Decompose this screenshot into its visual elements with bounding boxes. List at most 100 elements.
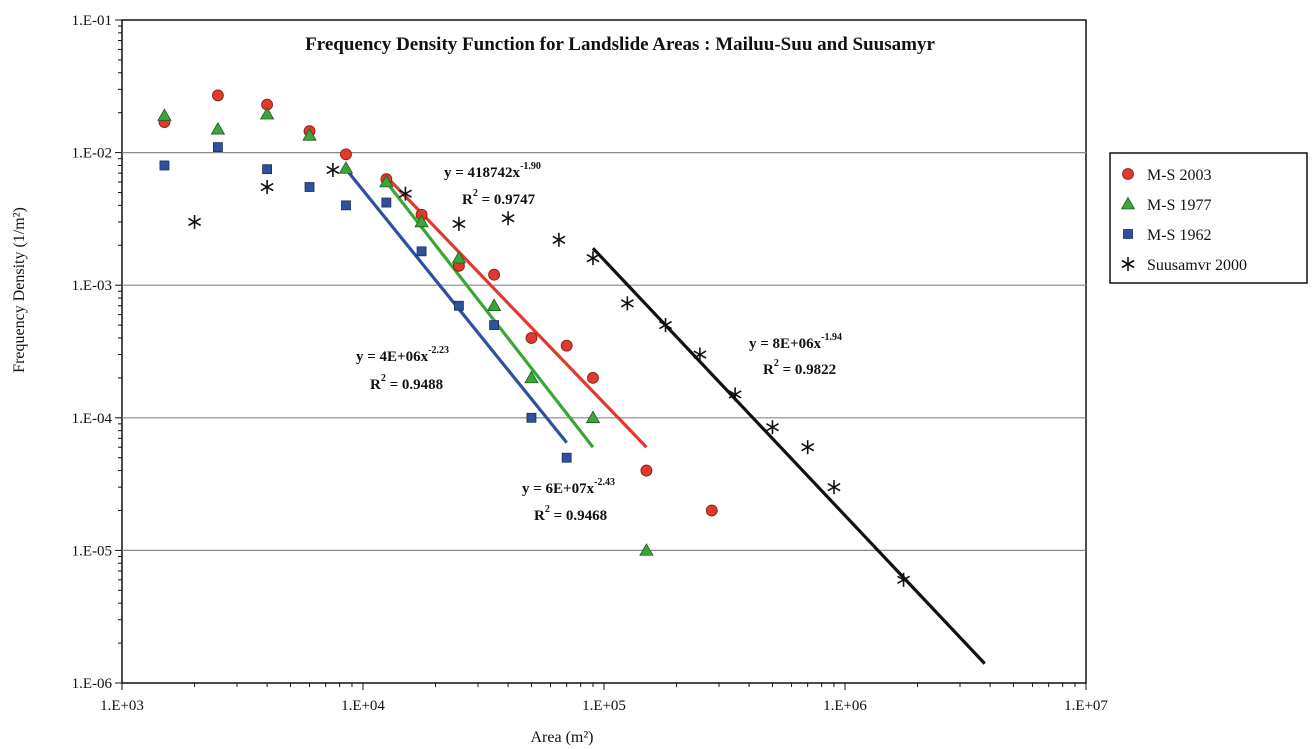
- data-point-s2-7: [454, 300, 464, 311]
- x-tick-labels: 1.E+03 1.E+04 1.E+05 1.E+06 1.E+07: [100, 698, 1108, 714]
- data-point-s3-3: [398, 186, 412, 201]
- y-tick-label: 1.E-01: [72, 13, 112, 29]
- equation-exponent: -1.94: [821, 332, 842, 343]
- trendline-3: [591, 247, 986, 665]
- data-point-s2-6: [416, 246, 427, 257]
- axis-ticks: [115, 19, 1087, 690]
- svg-text:R2 = 0.9747: R2 = 0.9747: [462, 188, 536, 208]
- chart-title: Frequency Density Function for Landslide…: [305, 34, 935, 55]
- equation-annotation-1977: y = 6E+07x-2.43 R2 = 0.9468: [522, 477, 615, 524]
- y-axis-title: Frequency Density (1/m²): [11, 207, 28, 373]
- r2-value: = 0.9822: [779, 362, 836, 378]
- data-point-s3-0: [188, 214, 202, 229]
- equation-exponent: -2.23: [428, 345, 449, 356]
- data-point-s1-3: [302, 128, 317, 141]
- data-point-s3-11: [728, 387, 742, 402]
- r2-label: R: [462, 192, 473, 208]
- r2-value: = 0.9747: [478, 192, 536, 208]
- data-point-s1-5: [379, 174, 394, 188]
- legend-marker-0: [1122, 168, 1134, 180]
- equation-text: y = 418742x: [444, 165, 521, 181]
- data-point-s2-10: [561, 452, 572, 463]
- y-tick-label: 1.E-02: [72, 146, 112, 162]
- data-point-s2-2: [262, 164, 272, 175]
- svg-text:R2 = 0.9468: R2 = 0.9468: [534, 504, 607, 524]
- data-point-s3-15: [897, 572, 911, 587]
- r2-label: R: [534, 508, 545, 524]
- data-point-s1-8: [486, 298, 502, 312]
- data-point-s1-1: [210, 121, 226, 135]
- data-point-s3-7: [586, 251, 600, 266]
- x-tick-label: 1.E+06: [823, 698, 867, 714]
- data-point-s2-4: [341, 200, 351, 211]
- equation-annotation-1962: y = 4E+06x-2.23 R2 = 0.9488: [356, 345, 449, 393]
- data-point-s3-13: [801, 440, 815, 455]
- svg-text:y = 4E+06x-2.23: y = 4E+06x-2.23: [356, 345, 449, 365]
- legend-label-ms1977: M-S 1977: [1147, 197, 1211, 214]
- r2-label: R: [763, 362, 774, 378]
- x-tick-label: 1.E+07: [1064, 698, 1108, 714]
- data-point-s1-4: [338, 161, 354, 174]
- legend-label-ms1962: M-S 1962: [1147, 227, 1211, 244]
- data-markers: [157, 89, 911, 587]
- data-point-s0-11: [587, 371, 599, 384]
- data-point-s3-14: [827, 480, 841, 495]
- data-point-s3-6: [552, 232, 566, 247]
- data-point-s2-5: [381, 197, 392, 208]
- legend-marker-1: [1120, 196, 1136, 210]
- svg-text:R2 = 0.9488: R2 = 0.9488: [370, 373, 443, 393]
- r2-value: = 0.9488: [386, 377, 443, 393]
- data-point-s0-8: [488, 268, 501, 281]
- r2-value: = 0.9468: [550, 508, 607, 524]
- y-tick-labels: 1.E-01 1.E-02 1.E-03 1.E-04 1.E-05 1.E-06: [72, 13, 113, 692]
- data-point-s2-3: [304, 182, 315, 192]
- data-point-s1-11: [639, 543, 654, 556]
- legend: M-S 2003 M-S 1977 M-S 1962 Suusamvr 2000: [1109, 152, 1308, 284]
- data-point-s0-12: [640, 464, 653, 477]
- data-point-s3-2: [326, 162, 340, 177]
- data-point-s0-9: [525, 332, 538, 344]
- data-point-s1-9: [524, 370, 539, 384]
- data-point-s2-9: [526, 412, 537, 423]
- y-tick-label: 1.E-05: [72, 543, 112, 559]
- data-point-s3-4: [452, 216, 466, 231]
- equation-annotation-suusamyr: y = 8E+06x-1.94 R2 = 0.9822: [749, 332, 842, 378]
- legend-label-ms2003: M-S 2003: [1147, 167, 1211, 184]
- data-point-s2-8: [489, 320, 500, 331]
- data-point-s3-10: [693, 347, 707, 362]
- r2-label: R: [370, 377, 381, 393]
- data-point-s1-7: [451, 250, 467, 264]
- r2-exponent: 2: [381, 373, 386, 384]
- y-tick-label: 1.E-04: [72, 411, 113, 427]
- y-tick-label: 1.E-06: [72, 676, 113, 692]
- data-point-s1-6: [414, 214, 429, 228]
- svg-text:y = 8E+06x-1.94: y = 8E+06x-1.94: [749, 332, 842, 352]
- data-point-s0-4: [340, 148, 352, 161]
- y-tick-label: 1.E-03: [72, 278, 112, 294]
- legend-marker-2: [1123, 229, 1133, 239]
- data-point-s1-2: [259, 106, 275, 120]
- data-point-s0-1: [212, 89, 224, 102]
- svg-text:y = 418742x-1.90: y = 418742x-1.90: [444, 161, 541, 181]
- data-point-s3-9: [659, 318, 673, 333]
- trendline-0: [385, 175, 648, 449]
- data-point-s0-10: [560, 339, 573, 352]
- data-point-s1-10: [585, 410, 601, 424]
- plot-area: [121, 19, 1087, 684]
- equation-exponent: -1.90: [520, 161, 541, 172]
- x-tick-label: 1.E+04: [341, 698, 385, 714]
- svg-text:y = 6E+07x-2.43: y = 6E+07x-2.43: [522, 477, 615, 497]
- data-point-s3-12: [765, 420, 779, 435]
- r2-exponent: 2: [473, 188, 478, 199]
- data-point-s2-0: [159, 160, 170, 171]
- data-point-s2-1: [213, 142, 223, 153]
- legend-markers: [1120, 168, 1136, 271]
- equation-text: y = 8E+06x: [749, 336, 822, 352]
- data-point-s0-13: [705, 504, 718, 517]
- x-tick-label: 1.E+05: [582, 698, 626, 714]
- equation-exponent: -2.43: [594, 477, 615, 488]
- legend-box: [1109, 152, 1308, 284]
- equation-text: y = 4E+06x: [356, 349, 429, 365]
- legend-marker-3: [1121, 257, 1135, 271]
